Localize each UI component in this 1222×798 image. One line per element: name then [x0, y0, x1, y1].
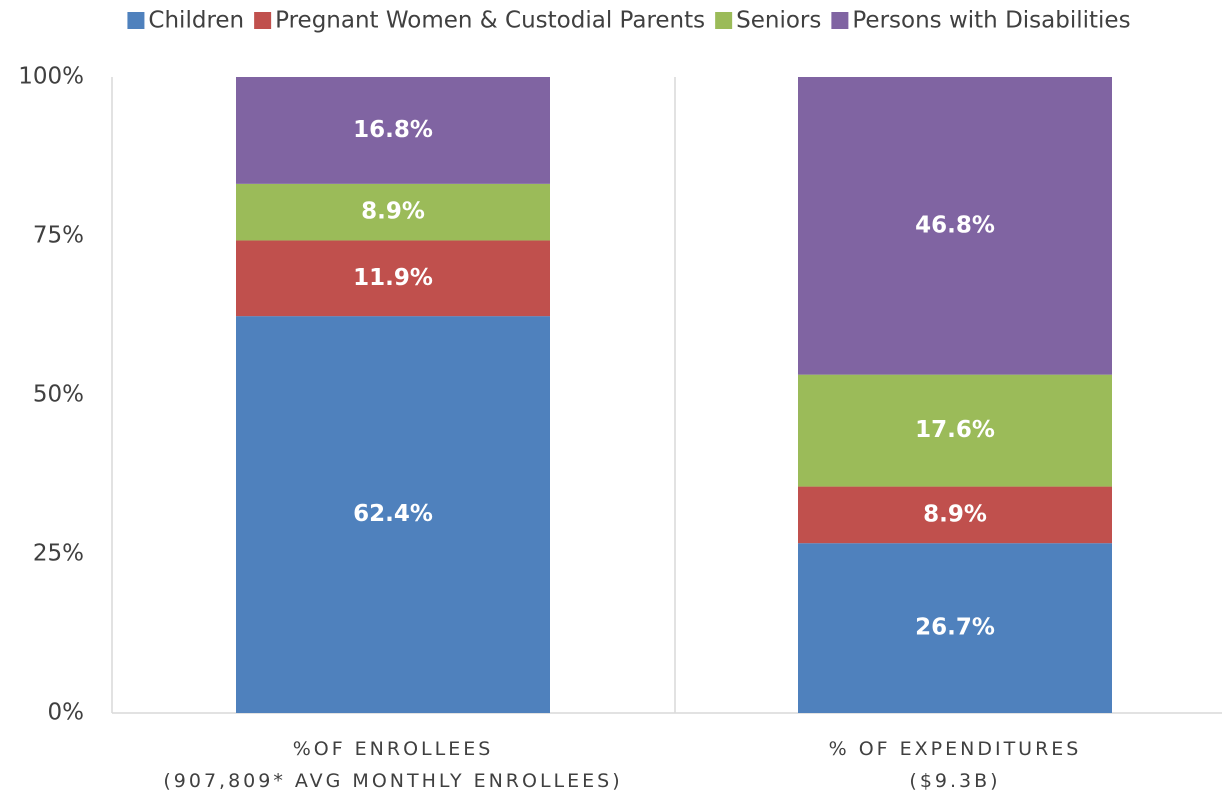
- data-label: 8.9%: [361, 199, 425, 225]
- bar-segment: [798, 543, 1112, 713]
- data-label: 11.9%: [353, 265, 433, 291]
- data-label: 46.8%: [915, 212, 995, 238]
- data-label: 26.7%: [915, 615, 995, 641]
- x-tick-label: % OF EXPENDITURES ($9.3B): [829, 738, 1082, 792]
- data-label: 16.8%: [353, 117, 433, 143]
- y-tick-label: 0%: [48, 700, 85, 726]
- legend-swatch: [254, 12, 272, 29]
- bar-segment: [798, 77, 1112, 375]
- data-label: 62.4%: [353, 501, 433, 527]
- legend-label: Seniors: [736, 8, 821, 34]
- bar-segment: [798, 486, 1112, 544]
- legend-label: Pregnant Women & Custodial Parents: [275, 8, 705, 34]
- y-tick-label: 75%: [33, 223, 84, 249]
- bar-segment: [236, 316, 550, 713]
- data-label: 8.9%: [923, 501, 987, 527]
- data-label: 17.6%: [915, 417, 995, 443]
- y-tick-label: 50%: [33, 382, 84, 408]
- legend-swatch: [715, 12, 733, 29]
- bar-segment: [236, 183, 550, 241]
- bar-segment: [236, 77, 550, 184]
- legend-swatch: [127, 12, 145, 29]
- legend-label: Children: [148, 8, 244, 34]
- x-tick-label: %OF ENROLLEES (907,809* AVG MONTHLY ENROL…: [163, 738, 622, 792]
- legend-label: Persons with Disabilities: [852, 8, 1130, 34]
- y-tick-label: 25%: [33, 541, 84, 567]
- bar-segment: [798, 374, 1112, 487]
- y-tick-label: 100%: [18, 64, 84, 90]
- legend-swatch: [831, 12, 849, 29]
- bar-segment: [236, 240, 550, 317]
